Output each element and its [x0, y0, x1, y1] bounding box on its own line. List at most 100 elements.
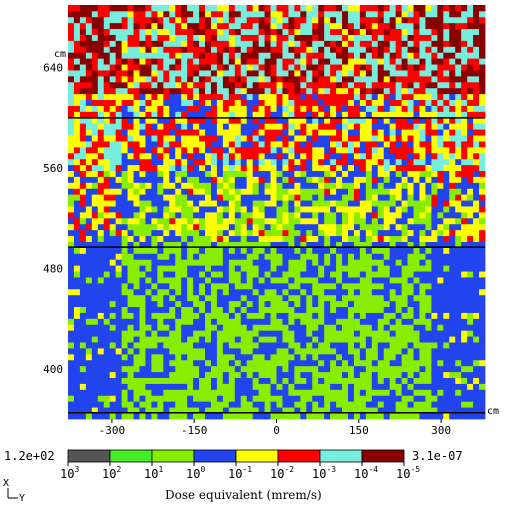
heatmap-cell — [228, 141, 236, 148]
heatmap-cell — [300, 348, 307, 355]
heatmap-cell — [216, 342, 224, 349]
y-axis-unit: cm — [54, 49, 66, 60]
heatmap-cell — [199, 176, 206, 183]
heatmap-cell — [395, 135, 402, 142]
heatmap-cell — [371, 158, 379, 166]
heatmap-cell — [425, 318, 432, 325]
heatmap-cell — [365, 342, 373, 349]
heatmap-cell — [467, 277, 474, 284]
heatmap-cell — [473, 413, 480, 420]
heatmap-cell — [389, 10, 397, 18]
heatmap-cell — [121, 288, 128, 296]
heatmap-cell — [479, 365, 486, 373]
heatmap-cell — [270, 359, 277, 367]
heatmap-cell — [371, 176, 379, 183]
heatmap-cell — [222, 194, 230, 201]
heatmap-cell — [318, 58, 325, 65]
heatmap-cell — [407, 365, 414, 373]
heatmap-cell — [103, 330, 111, 337]
heatmap-cell — [258, 395, 265, 402]
heatmap-cell — [228, 353, 236, 361]
heatmap-cell — [187, 288, 194, 296]
heatmap-cell — [425, 135, 432, 142]
heatmap-cell — [383, 413, 391, 420]
heatmap-cell — [365, 10, 373, 18]
heatmap-cell — [205, 229, 212, 237]
heatmap-cell — [91, 28, 99, 35]
heatmap-cell — [467, 93, 474, 101]
heatmap-cell — [413, 75, 420, 83]
heatmap-cell — [181, 123, 188, 130]
heatmap-cell — [85, 194, 93, 201]
heatmap-cell — [347, 58, 355, 65]
heatmap-cell — [121, 5, 128, 12]
heatmap-cell — [473, 271, 480, 278]
heatmap-cell — [312, 371, 319, 378]
heatmap-cell — [288, 52, 295, 59]
heatmap-cell — [359, 28, 367, 35]
heatmap-cell — [353, 81, 361, 89]
heatmap-cell — [103, 176, 111, 183]
heatmap-cell — [431, 353, 438, 361]
heatmap-cell — [306, 22, 313, 30]
heatmap-cell — [473, 288, 480, 296]
heatmap-cell — [115, 253, 123, 260]
heatmap-cell — [210, 212, 218, 219]
heatmap-cell — [407, 188, 414, 195]
heatmap-cell — [169, 377, 176, 384]
heatmap-cell — [288, 282, 295, 290]
heatmap-cell — [365, 217, 373, 225]
heatmap-cell — [258, 135, 265, 142]
heatmap-cell — [73, 158, 81, 166]
heatmap-cell — [353, 87, 361, 95]
heatmap-cell — [68, 217, 75, 225]
heatmap-cell — [455, 70, 462, 77]
heatmap-cell — [151, 34, 158, 41]
heatmap-cell — [181, 10, 188, 18]
heatmap-cell — [103, 389, 111, 396]
heatmap-cell — [431, 253, 438, 260]
heatmap-cell — [294, 34, 301, 41]
heatmap-cell — [449, 223, 456, 231]
heatmap-cell — [246, 306, 254, 313]
heatmap-cell — [276, 235, 283, 242]
heatmap-cell — [228, 70, 236, 77]
heatmap-cell — [264, 164, 271, 171]
heatmap-cell — [252, 294, 260, 302]
heatmap-cell — [193, 117, 200, 124]
heatmap-cell — [109, 70, 117, 77]
heatmap-cell — [479, 93, 486, 101]
heatmap-cell — [353, 241, 361, 248]
heatmap-cell — [68, 282, 75, 290]
heatmap-cell — [324, 111, 331, 118]
heatmap-cell — [294, 365, 301, 373]
heatmap-cell — [240, 164, 248, 171]
heatmap-cell — [240, 188, 248, 195]
heatmap-cell — [145, 336, 152, 343]
heatmap-cell — [258, 64, 265, 71]
heatmap-cell — [437, 365, 444, 373]
heatmap-cell — [413, 253, 420, 260]
heatmap-cell — [419, 413, 426, 420]
heatmap-cell — [419, 229, 426, 237]
heatmap-cell — [288, 271, 295, 278]
heatmap-cell — [264, 330, 271, 337]
heatmap-cell — [431, 182, 438, 189]
heatmap-cell — [425, 16, 432, 24]
heatmap-cell — [258, 206, 265, 213]
heatmap-cell — [383, 318, 391, 325]
heatmap-cell — [282, 348, 289, 355]
heatmap-cell — [377, 46, 385, 53]
heatmap-cell — [461, 389, 468, 396]
heatmap-cell — [252, 152, 260, 160]
heatmap-cell — [336, 395, 343, 402]
heatmap-cell — [324, 348, 331, 355]
heatmap-cell — [377, 318, 385, 325]
heatmap-cell — [139, 407, 146, 414]
heatmap-cell — [73, 294, 81, 302]
heatmap-cell — [151, 395, 158, 402]
heatmap-cell — [395, 300, 402, 308]
heatmap-cell — [246, 235, 254, 242]
heatmap-cell — [205, 395, 212, 402]
heatmap-cell — [121, 217, 128, 225]
